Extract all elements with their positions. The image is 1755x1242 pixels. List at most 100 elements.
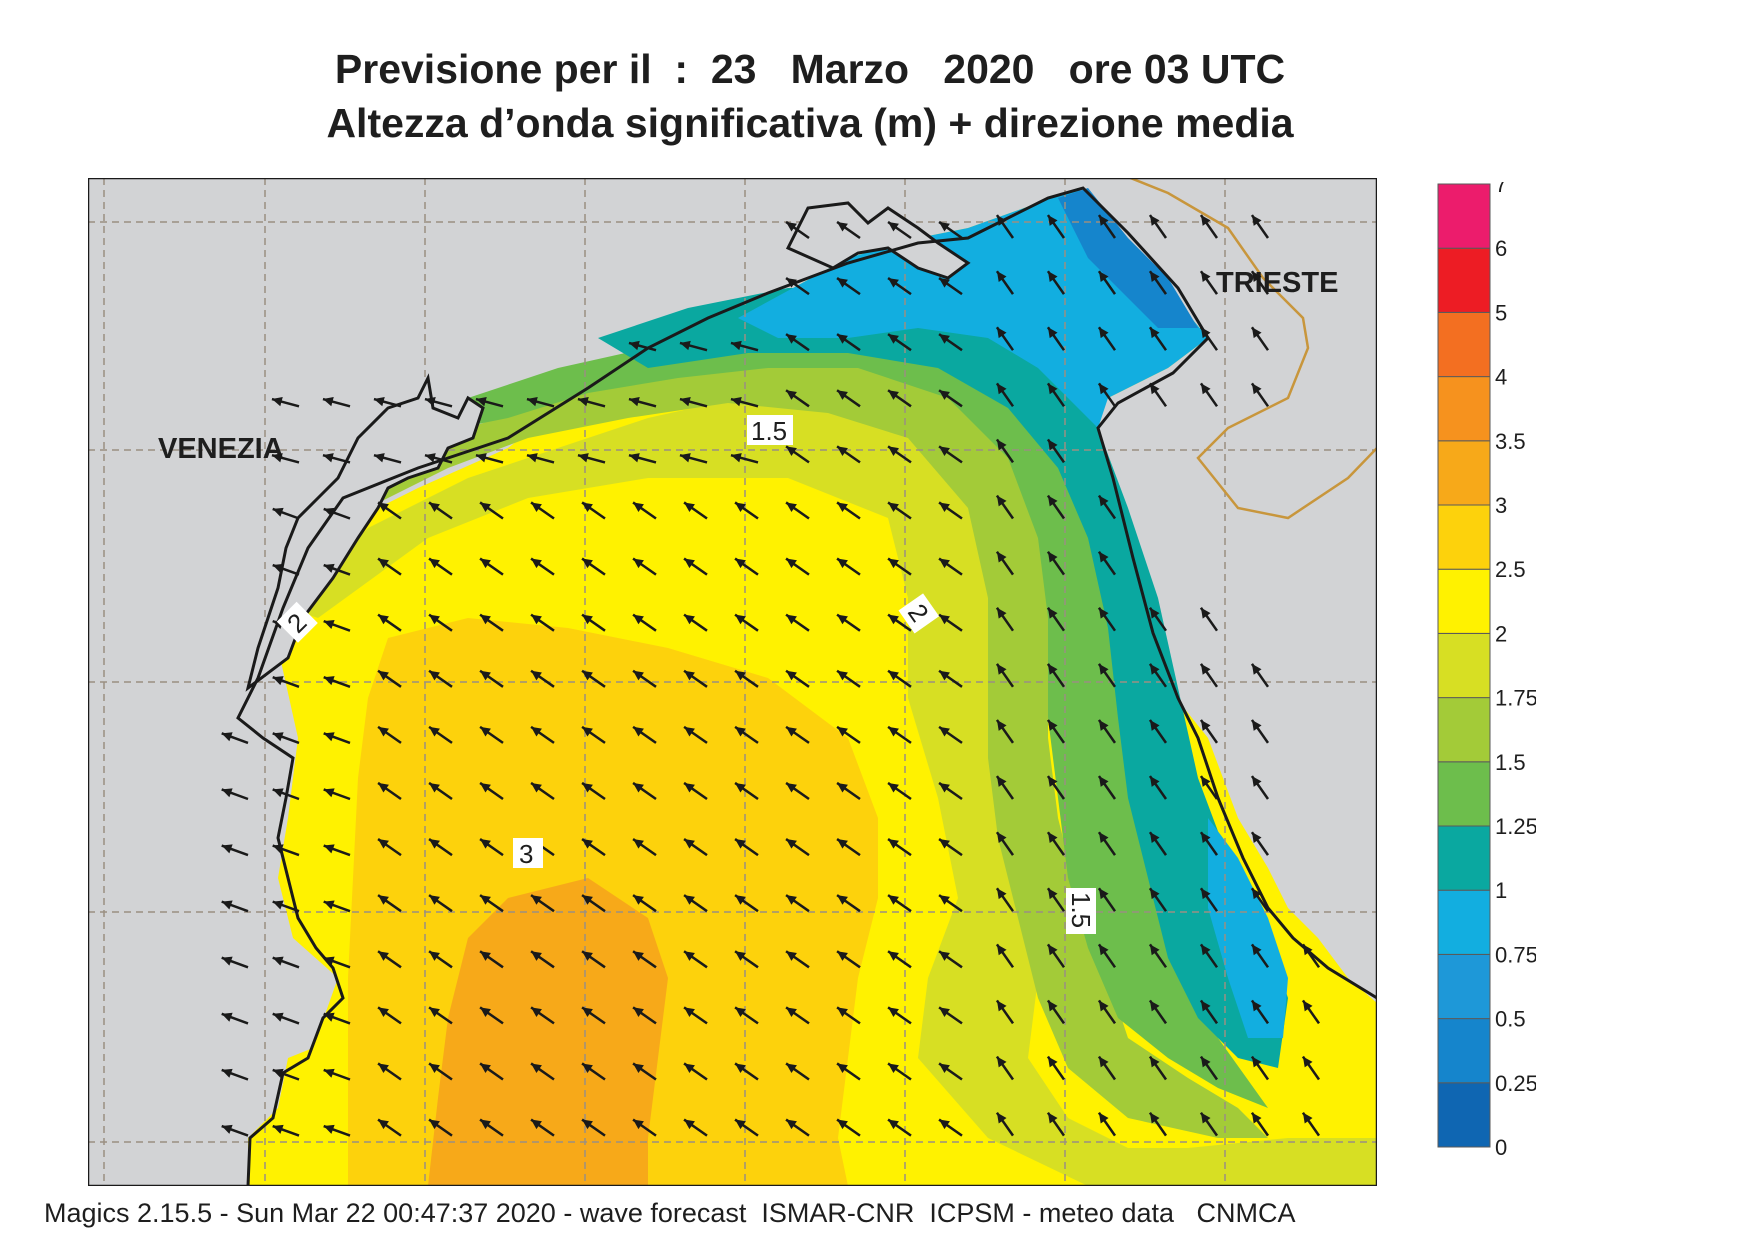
wave-arrow-head	[888, 726, 899, 737]
wave-arrow-head	[786, 1119, 797, 1130]
wave-arrow-head	[996, 1112, 1007, 1124]
wave-arrow-head	[939, 951, 950, 961]
wave-arrow-head	[1149, 383, 1160, 395]
wave-arrow-head	[1047, 944, 1058, 956]
wave-arrow-head	[786, 446, 797, 456]
contour-label: 1.5	[1066, 892, 1096, 928]
wave-arrow-head	[837, 1119, 848, 1130]
wave-arrow-head	[378, 670, 389, 681]
wave-arrow-head	[1302, 1056, 1313, 1068]
wave-arrow-head	[1200, 776, 1211, 787]
wave-arrow-head	[272, 507, 284, 517]
wave-arrow-head	[684, 558, 695, 569]
wave-arrow-head	[429, 895, 440, 905]
wave-arrow-head	[939, 390, 950, 400]
wave-arrow-head	[996, 383, 1007, 395]
wave-arrow-head	[1251, 663, 1262, 675]
wave-arrow-head	[1149, 1112, 1160, 1124]
wave-arrow-head	[684, 726, 695, 737]
wave-arrow-head	[1098, 271, 1109, 283]
legend-tick-label: 0.75	[1495, 942, 1536, 967]
wave-arrow-head	[323, 788, 335, 798]
wave-arrow-head	[939, 726, 950, 737]
wave-arrow-head	[1251, 271, 1262, 283]
wave-arrow-head	[996, 719, 1007, 731]
wave-arrow-head	[996, 215, 1007, 226]
wave-arrow-head	[735, 895, 746, 905]
wave-arrow-head	[786, 278, 797, 288]
legend-swatch	[1437, 376, 1491, 442]
legend-tick-label: 6	[1495, 236, 1507, 261]
wave-arrow-head	[378, 839, 389, 849]
wave-arrow-head	[1047, 1056, 1058, 1068]
wave-arrow-head	[531, 951, 542, 961]
wave-arrow-head	[786, 1007, 797, 1017]
wave-arrow-head	[480, 895, 491, 905]
wave-arrow-head	[1047, 495, 1058, 507]
wave-arrow-head	[480, 614, 491, 625]
legend-swatch	[1437, 440, 1491, 506]
wave-arrow-head	[1200, 327, 1211, 339]
wave-arrow-head	[888, 334, 899, 344]
legend-tick-label: 0.5	[1495, 1007, 1526, 1032]
wave-arrow-head	[888, 390, 899, 400]
wave-arrow-head	[1047, 719, 1058, 731]
contour-0-75	[738, 188, 1288, 1038]
venice-lagoon-land	[245, 373, 485, 692]
wave-arrow-head	[735, 614, 746, 625]
wave-arrow-head	[837, 558, 848, 569]
wave-arrow-head	[582, 839, 593, 849]
wave-height-map: VENEZIA TRIESTE 1.5 2 2 3 1.5	[88, 178, 1377, 1186]
wave-arrow-head	[323, 676, 335, 686]
wave-arrow-head	[526, 453, 538, 463]
wave-arrow-head	[1251, 719, 1262, 731]
wave-arrow-head	[1251, 1000, 1262, 1012]
wave-arrow-head	[1200, 663, 1211, 675]
wave-arrow-head	[429, 1119, 440, 1130]
legend-swatch	[1437, 953, 1491, 1020]
legend-tick-label: 3	[1495, 493, 1507, 518]
wave-arrow-head	[1098, 1112, 1109, 1124]
wave-arrow-head	[679, 396, 691, 407]
wave-arrow-head	[271, 453, 283, 463]
wave-arrow-head	[323, 844, 335, 854]
wave-arrow-head	[786, 334, 797, 344]
wave-arrow-head	[1047, 607, 1058, 619]
wave-arrow-head	[837, 1007, 848, 1017]
wave-arrow-head	[429, 502, 440, 513]
wave-arrow-head	[429, 1007, 440, 1017]
contour-0-5	[1058, 188, 1198, 328]
wave-arrow-head	[577, 453, 589, 463]
wave-arrow-head	[1251, 327, 1262, 339]
wave-arrow-head	[378, 614, 389, 625]
wave-arrow-head	[475, 396, 487, 407]
wave-arrow-head	[837, 782, 848, 793]
wave-arrow-head	[633, 1119, 644, 1130]
wave-arrow-head	[272, 732, 284, 742]
wave-arrow-head	[424, 453, 436, 463]
wave-arrow-head	[378, 558, 389, 569]
wave-arrow-head	[684, 1007, 695, 1017]
wave-arrow-head	[526, 396, 538, 407]
legend-swatch	[1437, 697, 1491, 763]
wave-arrow-head	[582, 502, 593, 513]
wave-arrow-head	[582, 895, 593, 905]
wave-arrow-head	[480, 782, 491, 793]
wave-arrow-head	[939, 446, 950, 456]
wave-arrow-head	[786, 221, 797, 232]
wave-arrow-head	[323, 732, 335, 742]
legend-swatch	[1437, 761, 1491, 827]
wave-arrow-head	[272, 676, 284, 686]
legend-swatch	[1437, 311, 1491, 378]
wave-arrow-head	[735, 670, 746, 681]
wave-arrow-head	[735, 839, 746, 849]
wave-arrow-head	[429, 782, 440, 793]
wave-arrow-head	[1200, 215, 1211, 226]
wave-arrow-head	[1149, 1000, 1160, 1012]
wave-arrow-head	[1302, 1000, 1313, 1012]
wave-arrow-head	[735, 951, 746, 961]
legend-tick-label: 3.5	[1495, 429, 1526, 454]
wave-arrow-head	[424, 396, 436, 407]
wave-arrow-head	[323, 507, 335, 517]
wave-arrow-head	[429, 726, 440, 737]
